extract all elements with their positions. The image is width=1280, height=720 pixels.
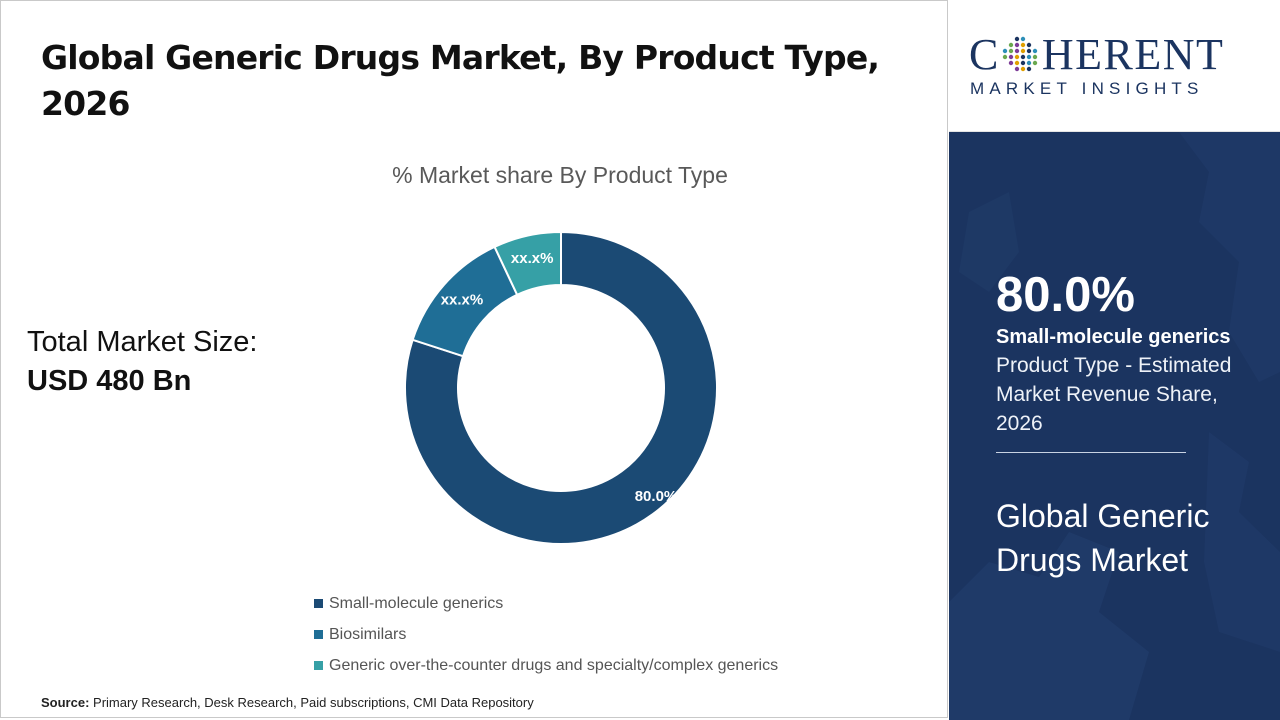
logo-letter-c: C [969, 30, 1000, 79]
donut-slice [493, 230, 562, 297]
logo-word-rest: HERENT [1041, 30, 1225, 79]
donut-chart-svg: % Market share By Product Type 80.0% xx.x… [392, 162, 728, 545]
logo-subtitle: MARKET INSIGHTS [970, 79, 1204, 98]
divider [996, 452, 1186, 453]
logo-wordmark: C HERENT [969, 30, 1224, 80]
highlight-segment: Small-molecule generics [996, 326, 1231, 348]
legend-swatch [314, 661, 323, 670]
legend-swatch [314, 599, 323, 608]
decorative-map-background [949, 132, 1280, 720]
source-label: Source: [41, 695, 90, 710]
donut-slice [404, 230, 718, 545]
donut-slices [404, 230, 718, 545]
legend-label: Generic over-the-counter drugs and speci… [329, 656, 779, 674]
chart-title: % Market share By Product Type [392, 162, 728, 188]
highlight-description: Product Type - Estimated Market Revenue … [996, 354, 1232, 435]
highlight-percentage: 80.0% [996, 268, 1135, 322]
chart-legend: Small-molecule generics Biosimilars Generi… [314, 588, 778, 681]
donut-data-label: 80.0% [635, 488, 678, 505]
page-title: Global Generic Drugs Market, By Product … [41, 38, 880, 123]
source-text: Primary Research, Desk Research, Paid su… [89, 695, 534, 710]
source-note: Source: Primary Research, Desk Research,… [41, 695, 534, 710]
legend-item: Generic over-the-counter drugs and speci… [314, 650, 778, 681]
donut-chart: % Market share By Product Type 80.0% xx.x… [291, 151, 831, 561]
sidebar-panel: C HERENT MARKET INSIGHTS 80.0% Small-mol… [949, 0, 1280, 720]
donut-data-label: xx.x% [441, 292, 484, 309]
legend-item: Biosimilars [314, 619, 778, 650]
donut-data-label: xx.x% [511, 250, 554, 267]
legend-swatch [314, 630, 323, 639]
market-name: Global Generic Drugs Market [996, 498, 1210, 578]
legend-label: Biosimilars [329, 625, 407, 643]
legend-label: Small-molecule generics [329, 594, 504, 612]
market-size-value: USD 480 Bn [27, 365, 192, 397]
logo-globe-icon [1002, 36, 1038, 72]
donut-data-labels: 80.0% xx.x% xx.x% [441, 250, 678, 505]
company-logo: C HERENT MARKET INSIGHTS [949, 0, 1280, 132]
legend-item: Small-molecule generics [314, 588, 778, 619]
market-size-label: Total Market Size: [27, 326, 258, 358]
total-market-size: Total Market Size: USD 480 Bn [27, 323, 257, 401]
main-panel: Global Generic Drugs Market, By Product … [0, 0, 948, 718]
